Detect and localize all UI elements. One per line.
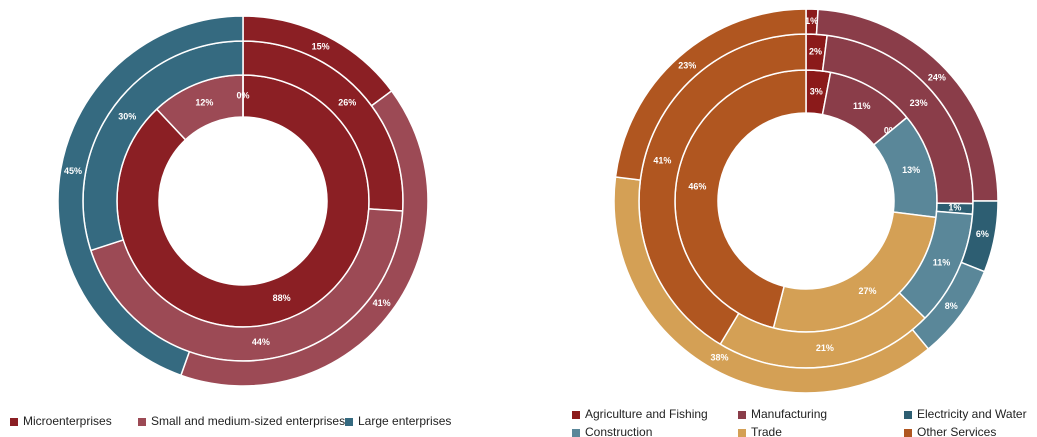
legend-swatch [738,411,746,419]
data-label: 30% [118,111,136,121]
legend-swatch [345,418,353,426]
data-label: 44% [252,337,270,347]
donut-segment [57,15,244,377]
data-label: 24% [928,72,946,82]
data-label: 1% [948,202,961,212]
data-label: 41% [373,298,391,308]
legend-label: Microenterprises [23,414,112,428]
data-label: 6% [976,229,989,239]
data-label: 46% [688,182,706,192]
legend-label: Other Services [917,425,996,437]
legend-label: Small and medium-sized enterprises [151,414,345,428]
data-label: 3% [810,86,823,96]
data-label: 15% [312,41,330,51]
legend-label: Manufacturing [751,407,827,421]
legend-swatch [572,429,580,437]
legend-swatch [738,429,746,437]
data-label: 88% [273,293,291,303]
data-label: 23% [678,61,696,71]
donut-segment [614,8,807,181]
legend-label: Agriculture and Fishing [585,407,708,421]
data-label: 8% [945,301,958,311]
legend-swatch [138,418,146,426]
data-label: 45% [64,166,82,176]
data-label: 27% [859,286,877,296]
legend-label: Trade [751,425,782,437]
legend-label: Construction [585,425,652,437]
data-label: 12% [195,98,213,108]
legend-swatch [10,418,18,426]
legend-swatch [904,411,912,419]
data-label: 13% [902,165,920,175]
data-label: 1% [805,16,818,26]
legend-swatch [572,411,580,419]
data-label: 26% [338,97,356,107]
data-label: 11% [853,101,871,111]
legend-label: Large enterprises [358,414,451,428]
data-label: 23% [910,98,928,108]
data-label: 41% [653,156,671,166]
legend-swatch [904,429,912,437]
data-label: 38% [711,353,729,363]
data-label: 21% [816,343,834,353]
data-label: 0% [236,90,249,100]
data-label: 2% [809,47,822,57]
legend-label: Electricity and Water [917,407,1027,421]
data-label: 11% [933,257,951,267]
